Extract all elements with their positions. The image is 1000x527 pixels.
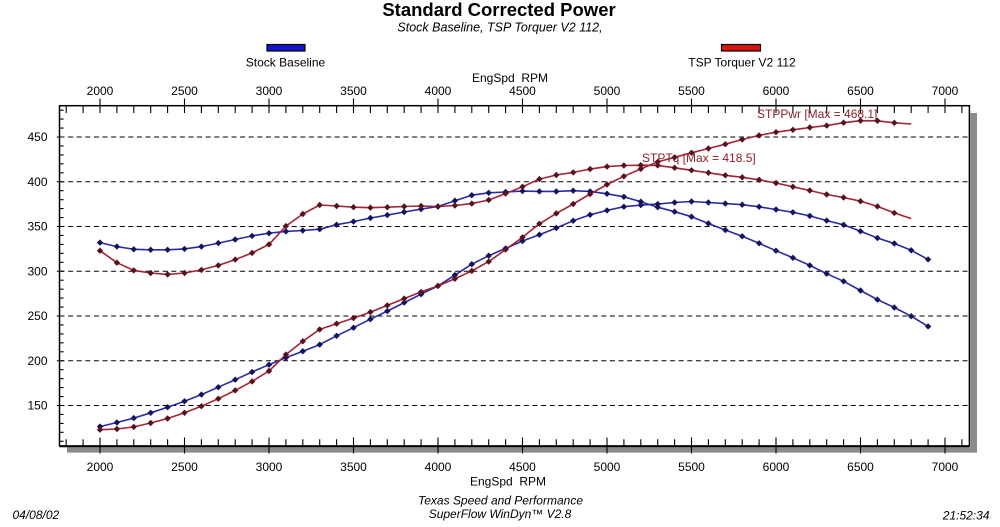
svg-text:4000: 4000 [425, 84, 452, 98]
svg-text:2500: 2500 [171, 84, 198, 98]
svg-text:21:52:34: 21:52:34 [942, 509, 990, 523]
svg-text:3500: 3500 [340, 84, 367, 98]
svg-text:6000: 6000 [763, 460, 790, 474]
svg-text:STPPwr [Max = 468.1]: STPPwr [Max = 468.1] [757, 107, 877, 121]
svg-text:3500: 3500 [340, 460, 367, 474]
svg-text:300: 300 [27, 264, 47, 278]
svg-text:7000: 7000 [932, 84, 959, 98]
svg-text:2500: 2500 [171, 460, 198, 474]
svg-text:EngSpd RPM: EngSpd RPM [472, 71, 548, 85]
svg-text:250: 250 [27, 309, 47, 323]
svg-text:STPTq [Max = 418.5]: STPTq [Max = 418.5] [642, 151, 756, 165]
svg-text:2000: 2000 [87, 84, 114, 98]
svg-text:Texas Speed and Performance: Texas Speed and Performance [418, 494, 583, 508]
svg-text:450: 450 [27, 130, 47, 144]
svg-text:Standard Corrected Power: Standard Corrected Power [382, 0, 615, 20]
svg-text:3000: 3000 [256, 84, 283, 98]
svg-text:350: 350 [27, 220, 47, 234]
svg-text:EngSpd RPM: EngSpd RPM [470, 475, 546, 489]
svg-text:5500: 5500 [678, 84, 705, 98]
svg-text:200: 200 [27, 354, 47, 368]
svg-text:6000: 6000 [763, 84, 790, 98]
svg-text:150: 150 [27, 399, 47, 413]
svg-text:Stock Baseline: Stock Baseline [246, 56, 326, 70]
svg-text:6500: 6500 [847, 84, 874, 98]
svg-text:TSP Torquer V2 112: TSP Torquer V2 112 [688, 56, 796, 70]
svg-text:3000: 3000 [256, 460, 283, 474]
svg-text:7000: 7000 [932, 460, 959, 474]
svg-text:2000: 2000 [87, 460, 114, 474]
svg-text:4000: 4000 [425, 460, 452, 474]
svg-text:5000: 5000 [594, 84, 621, 98]
svg-text:5000: 5000 [594, 460, 621, 474]
svg-text:4500: 4500 [509, 84, 536, 98]
svg-text:4500: 4500 [509, 460, 536, 474]
svg-text:400: 400 [27, 175, 47, 189]
svg-text:6500: 6500 [847, 460, 874, 474]
svg-text:Stock Baseline, TSP Torquer V2: Stock Baseline, TSP Torquer V2 112, [397, 21, 602, 35]
svg-text:04/08/02: 04/08/02 [13, 508, 60, 522]
svg-text:SuperFlow WinDyn™ V2.8: SuperFlow WinDyn™ V2.8 [429, 507, 572, 521]
svg-text:5500: 5500 [678, 460, 705, 474]
